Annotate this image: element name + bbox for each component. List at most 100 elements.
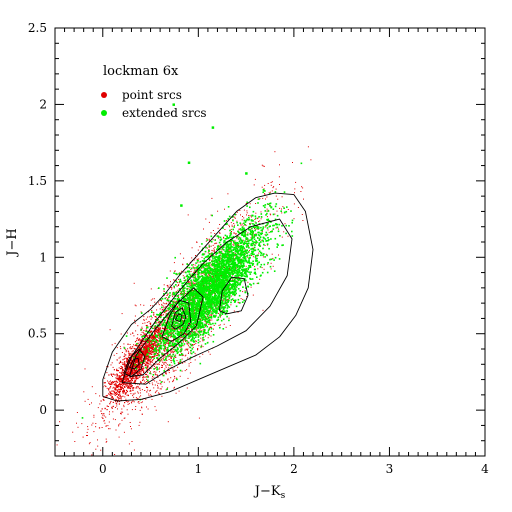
point-src-marker (223, 295, 225, 297)
point-src-marker (141, 339, 143, 341)
extended-src-marker (172, 315, 174, 317)
point-src-marker (145, 370, 147, 372)
point-src-marker (111, 406, 113, 408)
point-src-marker (219, 324, 221, 326)
point-src-marker (140, 355, 142, 358)
point-src-marker (180, 272, 181, 274)
point-src-marker (140, 358, 142, 360)
point-src-marker (185, 354, 187, 356)
point-src-marker (210, 290, 212, 291)
point-src-marker (262, 256, 264, 258)
point-src-marker (194, 359, 196, 361)
point-src-marker (187, 353, 189, 354)
extended-src-marker (192, 305, 195, 307)
extended-src-marker (220, 264, 223, 266)
point-src-marker (130, 428, 132, 430)
point-src-marker (131, 358, 133, 360)
point-src-marker (127, 350, 129, 352)
point-src-marker (115, 402, 117, 404)
point-src-marker (281, 212, 283, 214)
point-src-marker (125, 398, 127, 400)
point-src-marker (248, 246, 250, 248)
point-src-marker (208, 246, 210, 248)
point-src-marker (166, 329, 168, 331)
point-src-marker (159, 308, 161, 310)
point-src-marker (168, 364, 170, 366)
point-src-marker (167, 353, 169, 355)
point-src-marker (121, 419, 123, 421)
extended-src-marker (155, 347, 157, 349)
point-src-marker (163, 350, 165, 351)
point-src-marker (167, 293, 169, 295)
point-src-marker (123, 392, 125, 394)
point-src-marker (149, 338, 151, 340)
point-src-marker (155, 345, 157, 347)
extended-src-marker (165, 331, 167, 334)
point-src-marker (161, 395, 163, 397)
point-src-marker (210, 282, 212, 284)
point-src-marker (142, 344, 144, 346)
point-src-marker (140, 382, 142, 384)
point-src-marker (147, 376, 149, 377)
extended-src-marker (161, 324, 164, 327)
point-src-marker (131, 354, 133, 356)
point-src-marker (123, 385, 125, 388)
extended-src-marker (244, 233, 246, 236)
point-src-marker (202, 353, 204, 355)
point-src-marker (181, 327, 183, 329)
point-src-marker (153, 342, 155, 344)
point-src-marker (121, 352, 123, 353)
point-src-marker (122, 390, 124, 392)
point-src-marker (136, 375, 138, 378)
point-src-marker (174, 386, 175, 388)
point-src-marker (211, 319, 213, 321)
point-src-marker (116, 389, 118, 391)
point-src-marker (151, 310, 153, 311)
point-src-marker (164, 344, 166, 346)
point-src-marker (131, 365, 133, 367)
point-src-marker (169, 325, 171, 327)
point-src-marker (211, 276, 213, 278)
point-src-marker (144, 348, 146, 350)
point-src-marker (232, 271, 234, 273)
point-src-marker (136, 398, 138, 400)
point-src-marker (133, 347, 135, 350)
point-src-marker (150, 336, 152, 338)
point-src-marker (145, 333, 147, 335)
point-src-marker (157, 330, 159, 332)
point-src-marker (134, 392, 136, 394)
point-src-marker (267, 183, 269, 184)
point-src-marker (108, 413, 110, 415)
point-src-marker (144, 358, 146, 360)
point-src-marker (150, 350, 152, 352)
point-src-marker (207, 252, 209, 254)
point-src-marker (117, 378, 119, 380)
point-src-marker (125, 389, 128, 391)
point-src-marker (186, 328, 188, 330)
extended-src-marker (250, 248, 252, 250)
point-src-marker (109, 392, 112, 394)
point-src-marker (149, 340, 151, 342)
point-src-marker (156, 339, 158, 341)
point-src-marker (147, 340, 149, 342)
point-src-marker (245, 265, 247, 267)
point-src-marker (130, 358, 132, 360)
point-src-marker (142, 351, 144, 353)
point-src-marker (228, 224, 230, 226)
point-src-marker (114, 374, 116, 376)
point-src-marker (125, 385, 127, 387)
point-src-marker (133, 382, 135, 384)
point-src-marker (266, 225, 268, 226)
point-src-marker (234, 258, 235, 260)
point-src-marker (175, 369, 177, 371)
point-src-marker (150, 344, 152, 346)
point-src-marker (119, 389, 121, 391)
point-src-marker (205, 263, 207, 265)
point-src-marker (152, 359, 154, 361)
point-src-marker (232, 219, 234, 221)
point-src-marker (164, 334, 166, 336)
point-src-marker (167, 337, 169, 339)
point-src-marker (137, 401, 139, 403)
point-src-marker (108, 381, 110, 383)
point-src-marker (135, 371, 137, 373)
